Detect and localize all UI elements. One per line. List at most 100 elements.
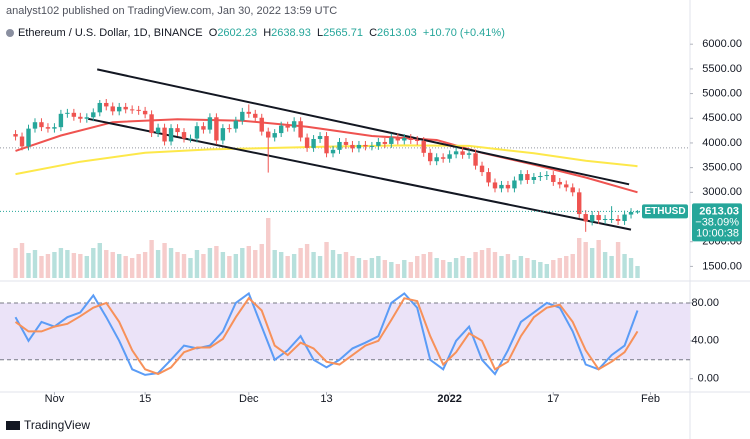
footer-logo: TradingView — [6, 418, 90, 432]
candle-body — [577, 192, 582, 215]
volume-bar — [26, 253, 31, 278]
y-tick-label: 3500.00 — [702, 162, 742, 174]
candle-body — [635, 211, 640, 213]
volume-bar — [447, 262, 452, 278]
volume-bar — [324, 242, 329, 278]
candle-body — [518, 174, 524, 181]
volume-bar — [518, 256, 524, 278]
volume-bar — [615, 242, 621, 278]
volume-bar — [240, 248, 245, 278]
candle-body — [71, 112, 77, 117]
volume-bar — [298, 248, 303, 278]
y-tick-label: 4000.00 — [702, 137, 742, 149]
candle-body — [453, 151, 459, 155]
volume-bar — [155, 250, 161, 278]
candle-body — [304, 137, 310, 148]
volume-bar — [473, 252, 478, 278]
volume-bar — [311, 252, 316, 278]
candle-body — [596, 215, 601, 220]
volume-bar — [52, 252, 57, 278]
candle-body — [194, 126, 200, 139]
candle-body — [220, 128, 226, 141]
candle-body — [350, 144, 355, 149]
candle-body — [564, 184, 569, 188]
volume-bar — [175, 252, 180, 278]
volume-bar — [110, 252, 115, 278]
candle-body — [570, 187, 575, 193]
candle-body — [434, 157, 439, 162]
volume-bar — [408, 262, 413, 278]
candle-body — [499, 184, 504, 189]
volume-bar — [227, 256, 232, 278]
volume-bar — [259, 244, 264, 278]
candle-body — [188, 138, 193, 140]
volume-bar — [117, 254, 122, 278]
candle-body — [253, 113, 258, 118]
candle-body — [324, 136, 329, 154]
x-tick-label: 15 — [139, 393, 151, 405]
candle-body — [583, 214, 588, 222]
volume-bar — [596, 240, 601, 278]
candle-body — [317, 136, 323, 140]
volume-bar — [343, 252, 349, 278]
volume-bar — [531, 260, 537, 278]
volume-bar — [577, 238, 582, 278]
volume-bar — [97, 243, 102, 278]
volume-bar — [233, 254, 239, 278]
volume-bar — [330, 250, 336, 278]
volume-bar — [142, 252, 148, 278]
candle-body — [525, 174, 530, 180]
y-tick-label: 5500.00 — [702, 63, 742, 75]
volume-bar — [363, 260, 368, 278]
candle-body — [343, 141, 349, 145]
volume-bar — [505, 254, 511, 278]
volume-bar — [479, 250, 485, 278]
volume-bar — [544, 264, 550, 278]
y-tick-label: 80.00 — [691, 297, 719, 309]
candle-body — [337, 141, 342, 150]
moving-average — [15, 118, 638, 194]
candle-body — [544, 175, 550, 177]
candle-body — [123, 106, 128, 110]
candle-body — [389, 137, 394, 144]
volume-bar — [188, 258, 193, 278]
ohlc-value: 2613.03 — [377, 27, 417, 39]
candle-body — [129, 109, 135, 111]
ohlc-value: 2638.93 — [271, 27, 311, 39]
volume-bar — [602, 252, 608, 278]
volume-bar — [207, 248, 213, 278]
x-tick-label: Dec — [239, 393, 259, 405]
candle-body — [32, 122, 38, 129]
volume-bar — [402, 260, 407, 278]
volume-bar — [395, 264, 401, 278]
candle-body — [65, 112, 70, 114]
candle-body — [466, 153, 472, 155]
candle-body — [110, 106, 115, 112]
candle-body — [421, 140, 426, 153]
volume-bar — [551, 260, 556, 278]
candle-body — [207, 117, 213, 130]
volume-bar — [635, 266, 640, 278]
candle-body — [492, 182, 498, 189]
candle-body — [615, 218, 621, 221]
x-tick-label: Nov — [45, 393, 65, 405]
volume-bar — [570, 254, 575, 278]
y-tick-label: 0.00 — [698, 373, 719, 385]
candle-body — [78, 116, 83, 119]
candle-body — [84, 117, 90, 119]
candle-body — [427, 152, 433, 162]
volume-bar — [84, 256, 90, 278]
candle-body — [117, 106, 122, 112]
ticker-label: ETHUSD — [644, 206, 685, 217]
candle-body — [408, 138, 413, 140]
ohlc-value: 2602.23 — [217, 27, 258, 39]
volume-bar — [291, 254, 297, 278]
ohlc-label: H — [263, 27, 272, 39]
candle-body — [52, 127, 57, 129]
candle-body — [479, 165, 485, 173]
x-tick-label: 17 — [547, 393, 559, 405]
candle-body — [440, 157, 446, 159]
price-tag-value: 2613.03 — [699, 205, 739, 217]
candle-body — [486, 172, 491, 183]
volume-bar — [434, 258, 439, 278]
